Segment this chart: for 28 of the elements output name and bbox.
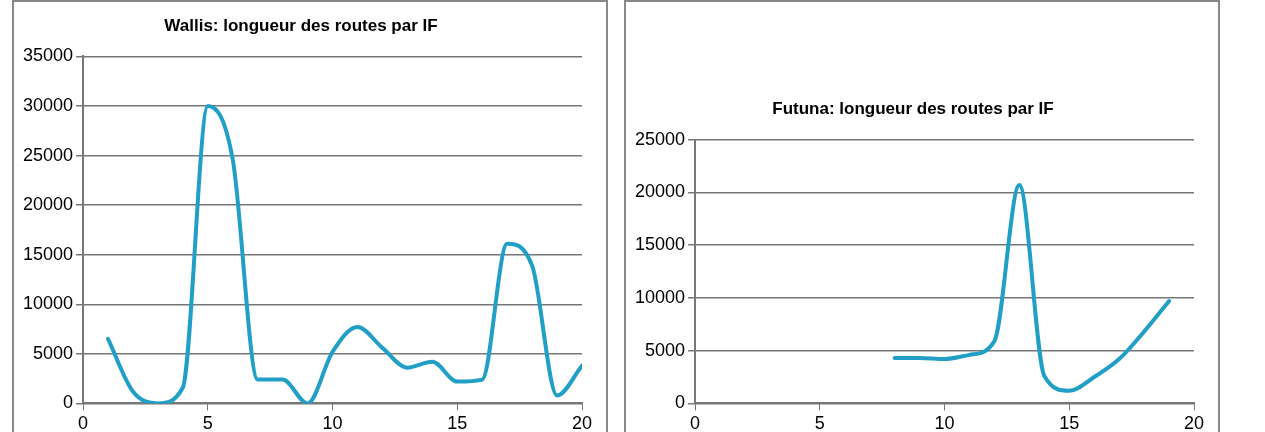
x-tick-label: 0 (690, 413, 701, 432)
y-tick-label: 30000 (22, 94, 74, 115)
y-tick-label: 5000 (645, 339, 686, 360)
y-tick-label: 20000 (22, 194, 74, 215)
x-tick-label: 5 (202, 413, 213, 432)
x-tick-label: 20 (1183, 413, 1205, 432)
chart-title: Futuna: longueur des routes par IF (772, 99, 1054, 119)
y-tick-label: 20000 (634, 181, 686, 202)
x-tick-label: 15 (1059, 413, 1080, 432)
y-tick-label: 35000 (22, 45, 74, 66)
y-tick-label: 10000 (634, 286, 686, 307)
y-tick-label: 25000 (22, 144, 74, 165)
y-tick-label: 5000 (33, 342, 74, 363)
x-tick-label: 10 (322, 413, 343, 432)
x-tick-label: 0 (78, 413, 89, 432)
x-tick-label: 20 (571, 413, 593, 432)
line-series (892, 182, 1172, 393)
y-tick-label: 0 (675, 392, 686, 413)
x-tick-label: 5 (814, 413, 825, 432)
line-series (106, 103, 582, 404)
x-tick-label: 15 (447, 413, 468, 432)
x-tick-label: 10 (934, 413, 955, 432)
y-tick-label: 15000 (22, 243, 74, 264)
y-tick-label: 25000 (634, 128, 686, 149)
y-tick-label: 10000 (22, 293, 74, 314)
y-tick-label: 0 (63, 392, 74, 413)
y-tick-label: 15000 (634, 234, 686, 255)
chart-title: Wallis: longueur des routes par IF (164, 15, 438, 35)
